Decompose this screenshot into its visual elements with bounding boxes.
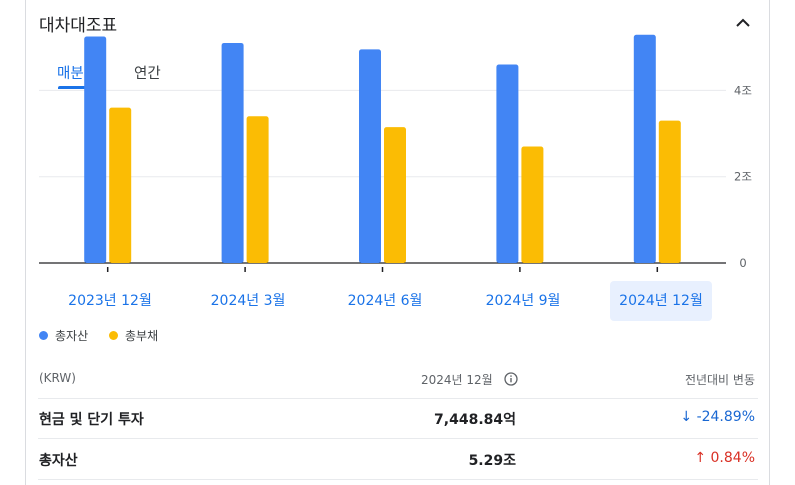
row-change-total-assets: ↑ 0.84% <box>694 450 755 466</box>
legend-label: 총부채 <box>125 329 159 343</box>
period-button-2[interactable]: 2024년 6월 <box>347 293 423 309</box>
legend-item-assets: 총자산 <box>39 327 88 344</box>
balance-sheet-card: 대차대조표 매분기 연간 0 2조 4조 2023년 12월 2024년 3월 20… <box>25 0 770 485</box>
change-value: -24.89% <box>696 409 755 425</box>
bar-assets-3 <box>496 64 519 263</box>
currency-header: (KRW) <box>39 371 76 385</box>
y-tick-label: 4조 <box>734 83 752 97</box>
bar-liabilities-3 <box>521 146 544 263</box>
period-button-3[interactable]: 2024년 9월 <box>485 293 561 309</box>
y-tick-label: 0 <box>739 256 746 270</box>
period-button-0[interactable]: 2023년 12월 <box>68 293 152 309</box>
bar-assets-1 <box>221 42 244 263</box>
legend-label: 총자산 <box>55 329 89 343</box>
period-header: 2024년 12월 <box>421 373 493 387</box>
legend-dot <box>109 331 118 340</box>
row-label-cash: 현금 및 단기 투자 <box>39 412 144 428</box>
row-divider <box>38 438 758 439</box>
period-button-4[interactable]: 2024년 12월 <box>610 281 712 321</box>
chevron-up-icon[interactable] <box>733 14 753 32</box>
row-divider <box>38 479 758 480</box>
row-value-cash: 7,448.84억 <box>434 412 516 428</box>
legend-item-liabilities: 총부채 <box>109 327 158 344</box>
tab-indicator <box>58 86 98 89</box>
row-divider <box>38 398 758 399</box>
bar-liabilities-0 <box>109 107 132 264</box>
bar-assets-0 <box>84 36 107 263</box>
bar-assets-2 <box>359 49 381 263</box>
bar-liabilities-2 <box>384 127 406 263</box>
row-label-total-assets: 총자산 <box>39 453 78 469</box>
tab-annual[interactable]: 연간 <box>134 66 161 82</box>
y-tick-label: 2조 <box>734 170 752 184</box>
balance-sheet-chart: 0 2조 4조 <box>39 34 752 272</box>
arrow-up-icon: ↑ <box>694 450 707 466</box>
period-button-1[interactable]: 2024년 3월 <box>210 293 286 309</box>
row-change-cash: ↓ -24.89% <box>680 409 755 425</box>
section-title: 대차대조표 <box>39 16 118 36</box>
bar-liabilities-1 <box>246 116 269 263</box>
row-value-total-assets: 5.29조 <box>468 453 516 469</box>
legend-dot <box>39 331 48 340</box>
bar-liabilities-4 <box>658 120 681 263</box>
change-value: 0.84% <box>710 450 755 466</box>
arrow-down-icon: ↓ <box>680 409 693 425</box>
change-header: 전년대비 변동 <box>684 373 755 387</box>
bar-assets-4 <box>633 34 656 264</box>
info-icon[interactable] <box>504 372 518 386</box>
